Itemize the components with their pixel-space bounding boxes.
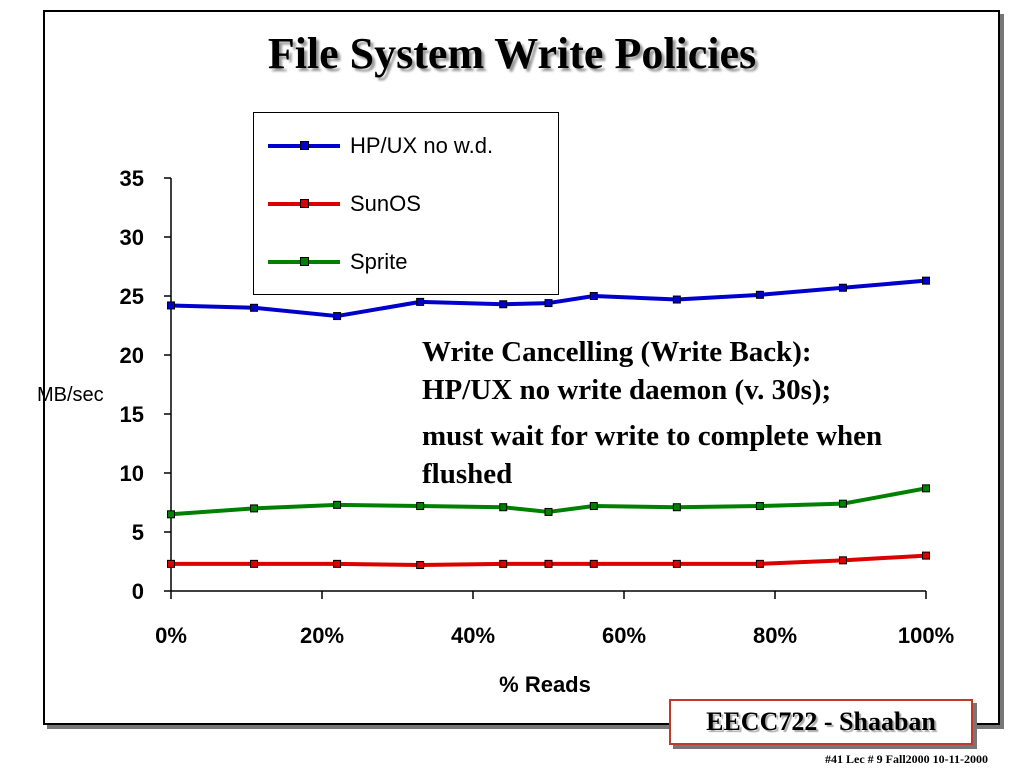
data-point-hpux xyxy=(250,303,259,312)
data-point-hpux xyxy=(167,301,175,310)
annotation-text: Write Cancelling (Write Back): HP/UX no … xyxy=(422,333,982,493)
data-point-sunos xyxy=(333,559,342,568)
data-point-sprite xyxy=(544,507,553,516)
y-tick-label: 25 xyxy=(120,284,144,309)
data-point-sunos xyxy=(755,559,764,568)
x-tick-label: 0% xyxy=(155,623,187,648)
data-point-hpux xyxy=(838,283,847,292)
x-tick-label: 20% xyxy=(300,623,344,648)
slide-footer: #41 Lec # 9 Fall2000 10-11-2000 xyxy=(825,752,988,766)
annotation-line-3: must wait for write to complete when xyxy=(422,420,883,452)
legend-item-sunos: SunOS xyxy=(268,189,421,219)
y-axis-label: MB/sec xyxy=(37,384,104,406)
data-point-sunos xyxy=(672,559,681,568)
y-tick-label: 20 xyxy=(120,343,144,368)
data-point-sprite xyxy=(838,499,847,508)
data-point-hpux xyxy=(416,297,425,306)
x-axis-label: % Reads xyxy=(499,672,591,697)
data-point-hpux xyxy=(333,312,342,321)
legend-label-sunos: SunOS xyxy=(350,191,421,216)
data-point-sunos xyxy=(250,559,259,568)
chart-legend: HP/UX no w.d. SunOS Sprite xyxy=(253,112,559,295)
data-point-hpux xyxy=(499,300,508,309)
data-point-sunos xyxy=(167,559,175,568)
data-point-sunos xyxy=(589,559,598,568)
y-tick-label: 0 xyxy=(132,579,144,604)
annotation-line-2: HP/UX no write daemon (v. 30s); xyxy=(422,374,832,406)
y-tick-label: 10 xyxy=(120,461,144,486)
legend-item-sprite: Sprite xyxy=(268,247,407,277)
annotation-line-1: Write Cancelling (Write Back): xyxy=(422,336,812,368)
data-point-sprite xyxy=(333,500,342,509)
legend-swatch-hpux xyxy=(268,141,340,150)
legend-item-hpux: HP/UX no w.d. xyxy=(268,131,493,161)
data-point-sprite xyxy=(672,503,681,512)
y-tick-label: 5 xyxy=(132,520,144,545)
x-tick-label: 80% xyxy=(753,623,797,648)
data-point-hpux xyxy=(589,292,598,300)
course-label-box: EECC722 - Shaaban xyxy=(669,699,973,745)
data-point-sprite xyxy=(589,502,598,511)
x-tick-label: 60% xyxy=(602,623,646,648)
data-point-hpux xyxy=(922,276,930,285)
data-point-sunos xyxy=(838,556,847,565)
data-point-hpux xyxy=(755,290,764,299)
legend-label-hpux: HP/UX no w.d. xyxy=(350,133,494,158)
y-tick-label: 15 xyxy=(120,402,144,427)
y-tick-label: 35 xyxy=(120,166,144,191)
data-point-sunos xyxy=(499,559,508,568)
data-point-sunos xyxy=(922,551,930,560)
legend-swatch-sunos xyxy=(268,199,340,208)
data-point-sprite xyxy=(499,503,508,512)
data-point-sprite xyxy=(922,484,930,493)
data-point-sprite xyxy=(250,504,259,513)
data-point-hpux xyxy=(672,295,681,304)
data-point-sprite xyxy=(167,510,175,519)
x-tick-label: 40% xyxy=(451,623,495,648)
data-point-hpux xyxy=(544,299,553,308)
data-point-sprite xyxy=(416,502,425,511)
data-point-sprite xyxy=(755,502,764,511)
slide-title: File System Write Policies xyxy=(267,29,757,78)
data-point-sunos xyxy=(544,559,553,568)
data-point-sunos xyxy=(416,561,425,570)
x-tick-label: 100% xyxy=(898,623,954,648)
y-tick-label: 30 xyxy=(120,225,144,250)
course-label: EECC722 - Shaaban xyxy=(706,707,936,736)
legend-label-sprite: Sprite xyxy=(350,249,408,274)
annotation-line-4: flushed xyxy=(422,458,513,490)
legend-swatch-sprite xyxy=(268,257,340,266)
